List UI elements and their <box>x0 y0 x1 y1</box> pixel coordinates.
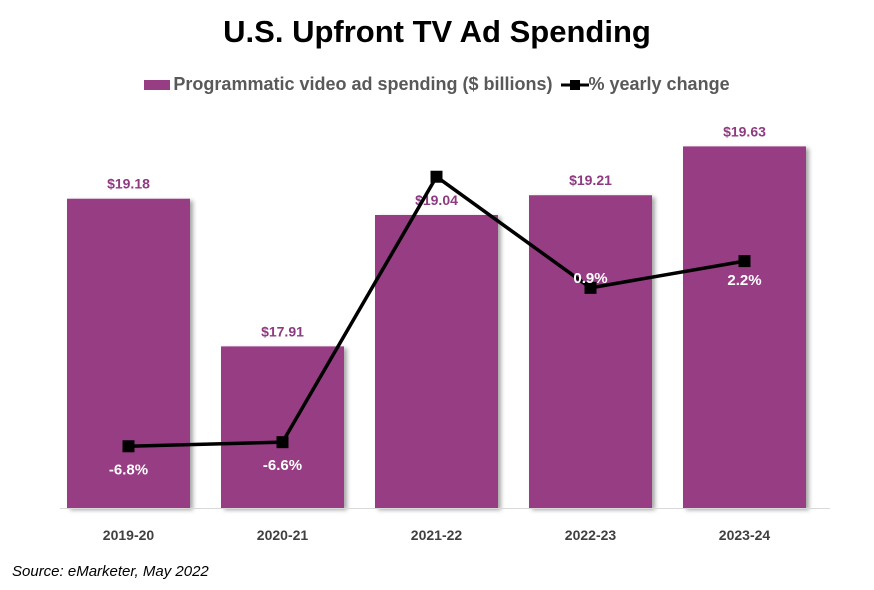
bar <box>683 146 806 508</box>
bar-data-label: $19.18 <box>107 176 150 192</box>
legend-swatch-bar <box>144 79 171 90</box>
x-tick-label: 2020-21 <box>257 527 309 543</box>
line-marker <box>430 170 443 183</box>
bar-data-label: $19.21 <box>569 172 612 188</box>
bar <box>529 195 652 508</box>
x-tick-label: 2019-20 <box>103 527 155 543</box>
x-tick-label: 2023-24 <box>719 527 771 543</box>
line-marker <box>584 281 597 294</box>
bar-data-label: $19.04 <box>415 192 458 208</box>
line-marker <box>738 255 751 268</box>
legend-item-bar: Programmatic video ad spending ($ billio… <box>144 74 553 95</box>
chart-title: U.S. Upfront TV Ad Spending <box>223 14 651 49</box>
line-marker <box>276 436 289 449</box>
legend-item-line: % yearly change <box>560 74 730 95</box>
legend-label-line: % yearly change <box>588 74 730 94</box>
bar <box>67 198 190 508</box>
x-tick-label: 2021-22 <box>411 527 463 543</box>
legend: Programmatic video ad spending ($ billio… <box>0 74 874 95</box>
line-data-label: 6.3% <box>419 142 453 159</box>
legend-swatch-line <box>560 79 589 90</box>
legend-label-bar: Programmatic video ad spending ($ billio… <box>173 74 553 94</box>
line-marker <box>122 440 135 453</box>
x-tick-label: 2022-23 <box>565 527 617 543</box>
source-note: Source: eMarketer, May 2022 <box>12 563 209 580</box>
line-data-label: -6.8% <box>109 461 148 478</box>
line-data-label: -6.6% <box>263 457 302 474</box>
line-data-label: 2.2% <box>727 272 761 289</box>
bar-data-label: $19.63 <box>723 123 766 139</box>
line-data-label: 0.9% <box>573 270 607 287</box>
line-series <box>128 174 745 449</box>
bar-data-label: $17.91 <box>261 323 304 339</box>
bar <box>375 214 498 508</box>
bar <box>221 346 344 508</box>
